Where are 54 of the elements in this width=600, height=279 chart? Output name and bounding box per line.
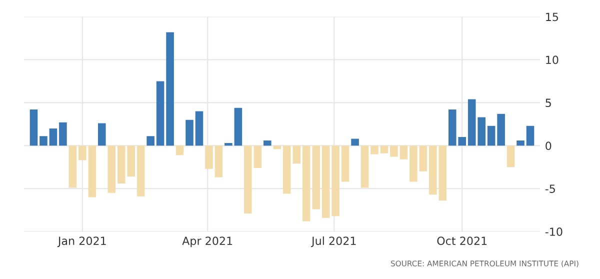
bar bbox=[108, 146, 116, 193]
bar bbox=[234, 108, 242, 146]
bar bbox=[400, 146, 408, 160]
bar bbox=[487, 126, 496, 146]
bar bbox=[254, 146, 262, 168]
bar bbox=[526, 126, 534, 146]
bar bbox=[146, 136, 154, 146]
bar bbox=[312, 146, 320, 210]
y-tick-label: -10 bbox=[545, 228, 562, 236]
bar bbox=[205, 146, 213, 169]
bar bbox=[390, 146, 398, 157]
bar bbox=[214, 146, 223, 178]
bar bbox=[341, 146, 350, 182]
bar bbox=[497, 114, 505, 146]
bar bbox=[40, 136, 48, 146]
x-tick-label: Jul 2021 bbox=[310, 236, 356, 248]
bar bbox=[224, 143, 232, 146]
bar bbox=[506, 146, 515, 168]
bar bbox=[410, 146, 418, 182]
x-tick-label: Jan 2021 bbox=[57, 236, 106, 248]
bar bbox=[516, 140, 524, 146]
bar bbox=[322, 146, 330, 218]
bar bbox=[186, 120, 194, 146]
bar bbox=[59, 122, 67, 146]
bar bbox=[380, 146, 388, 154]
x-tick-label: Oct 2021 bbox=[437, 236, 487, 246]
bar bbox=[156, 81, 164, 146]
y-tick-label: 0 bbox=[546, 142, 552, 150]
y-tick-label: 10 bbox=[546, 56, 558, 64]
bar bbox=[351, 138, 359, 146]
bar bbox=[136, 146, 145, 196]
bar bbox=[360, 146, 369, 188]
bar bbox=[166, 32, 174, 146]
bar bbox=[273, 146, 282, 150]
bar bbox=[478, 117, 486, 146]
y-tick-label: -5 bbox=[545, 184, 555, 193]
bar bbox=[195, 111, 204, 146]
y-tick-label: 15 bbox=[546, 12, 558, 22]
bar bbox=[419, 146, 428, 172]
y-tick-label: 5 bbox=[546, 98, 551, 108]
bar bbox=[176, 146, 184, 156]
bar bbox=[370, 146, 378, 154]
bar bbox=[68, 146, 77, 188]
bar bbox=[302, 146, 310, 222]
bar bbox=[332, 146, 340, 216]
bar bbox=[49, 128, 58, 146]
bar bbox=[244, 146, 252, 214]
bar bbox=[30, 110, 38, 146]
bar bbox=[78, 146, 86, 160]
bar bbox=[88, 146, 96, 198]
bar bbox=[264, 140, 272, 146]
x-tick-label: Apr 2021 bbox=[182, 236, 232, 248]
bar bbox=[468, 99, 476, 146]
bar bbox=[98, 123, 106, 146]
